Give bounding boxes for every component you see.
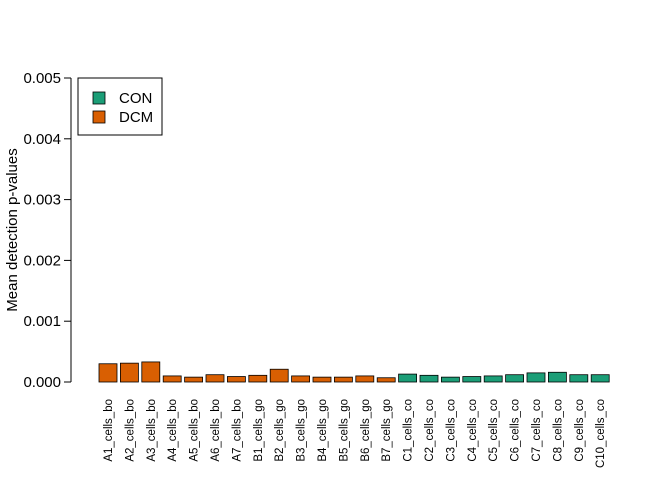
x-tick-label: A2_cells_bo [124, 399, 136, 462]
legend-swatch [92, 91, 106, 105]
legend-swatch [92, 110, 106, 124]
y-axis-label: Mean detection p-values [4, 148, 21, 311]
bar [462, 376, 482, 383]
bar [205, 374, 225, 383]
x-tick-label: C2_cells_co [424, 399, 436, 462]
bar [269, 368, 289, 383]
x-tick-label: A3_cells_bo [146, 399, 158, 462]
x-tick-label: B4_cells_go [317, 399, 329, 462]
x-tick-label: C1_cells_co [403, 399, 415, 462]
x-tick-label: C4_cells_co [467, 399, 479, 462]
x-tick-label: C9_cells_co [574, 399, 586, 462]
x-tick-label: C7_cells_co [531, 399, 543, 462]
x-tick-label: C3_cells_co [445, 399, 457, 462]
bar [526, 372, 546, 383]
legend: CON DCM [77, 77, 163, 136]
x-tick-label: B1_cells_go [253, 399, 265, 462]
x-tick-label: B5_cells_go [338, 399, 350, 462]
bar [505, 374, 525, 383]
y-tick-label: 0.005 [23, 70, 61, 87]
x-tick-label: A7_cells_bo [231, 399, 243, 462]
bar [440, 376, 460, 383]
x-tick-label: C10_cells_co [595, 399, 607, 468]
y-tick-label: 0.004 [23, 131, 61, 148]
bar [333, 376, 353, 383]
bar [548, 371, 567, 383]
bar [120, 362, 139, 383]
x-tick-label: B2_cells_go [274, 399, 286, 462]
bar [569, 374, 589, 383]
bar [355, 375, 375, 383]
x-tick-label: C5_cells_co [488, 399, 500, 462]
legend-box [77, 77, 163, 136]
x-tick-label: B6_cells_go [360, 399, 372, 462]
x-tick-label: C6_cells_co [510, 399, 522, 462]
x-tick-label: B3_cells_go [296, 399, 308, 462]
bar [98, 363, 118, 383]
bar [483, 375, 503, 383]
bar [141, 361, 161, 383]
bars [98, 361, 610, 383]
bar [291, 375, 311, 383]
y-tick-label: 0.001 [23, 313, 61, 330]
y-tick-label: 0.000 [23, 374, 61, 391]
legend-label: CON [119, 90, 152, 107]
bar [419, 374, 439, 383]
x-tick-label: A4_cells_bo [167, 399, 179, 462]
x-tick-label: B7_cells_go [381, 399, 393, 462]
x-tick-label: A5_cells_bo [189, 399, 201, 462]
bar [376, 377, 396, 383]
y-tick-label: 0.003 [23, 192, 61, 209]
bar [162, 375, 182, 383]
x-tick-label: A6_cells_bo [210, 399, 222, 462]
y-tick-label: 0.002 [23, 252, 61, 269]
bar [398, 373, 418, 383]
x-tick-label: C8_cells_co [552, 399, 564, 462]
bar [590, 374, 610, 383]
bar [226, 376, 246, 383]
bar [248, 374, 268, 383]
legend-label: DCM [119, 109, 153, 126]
x-axis-labels: A1_cells_bo A2_cells_bo A3_cells_bo A4_cell… [103, 399, 607, 468]
bar [312, 376, 332, 383]
y-axis: 0.000 0.001 0.002 0.003 0.004 0.005 [23, 70, 72, 391]
bar [184, 376, 204, 383]
x-tick-label: A1_cells_bo [103, 399, 115, 462]
